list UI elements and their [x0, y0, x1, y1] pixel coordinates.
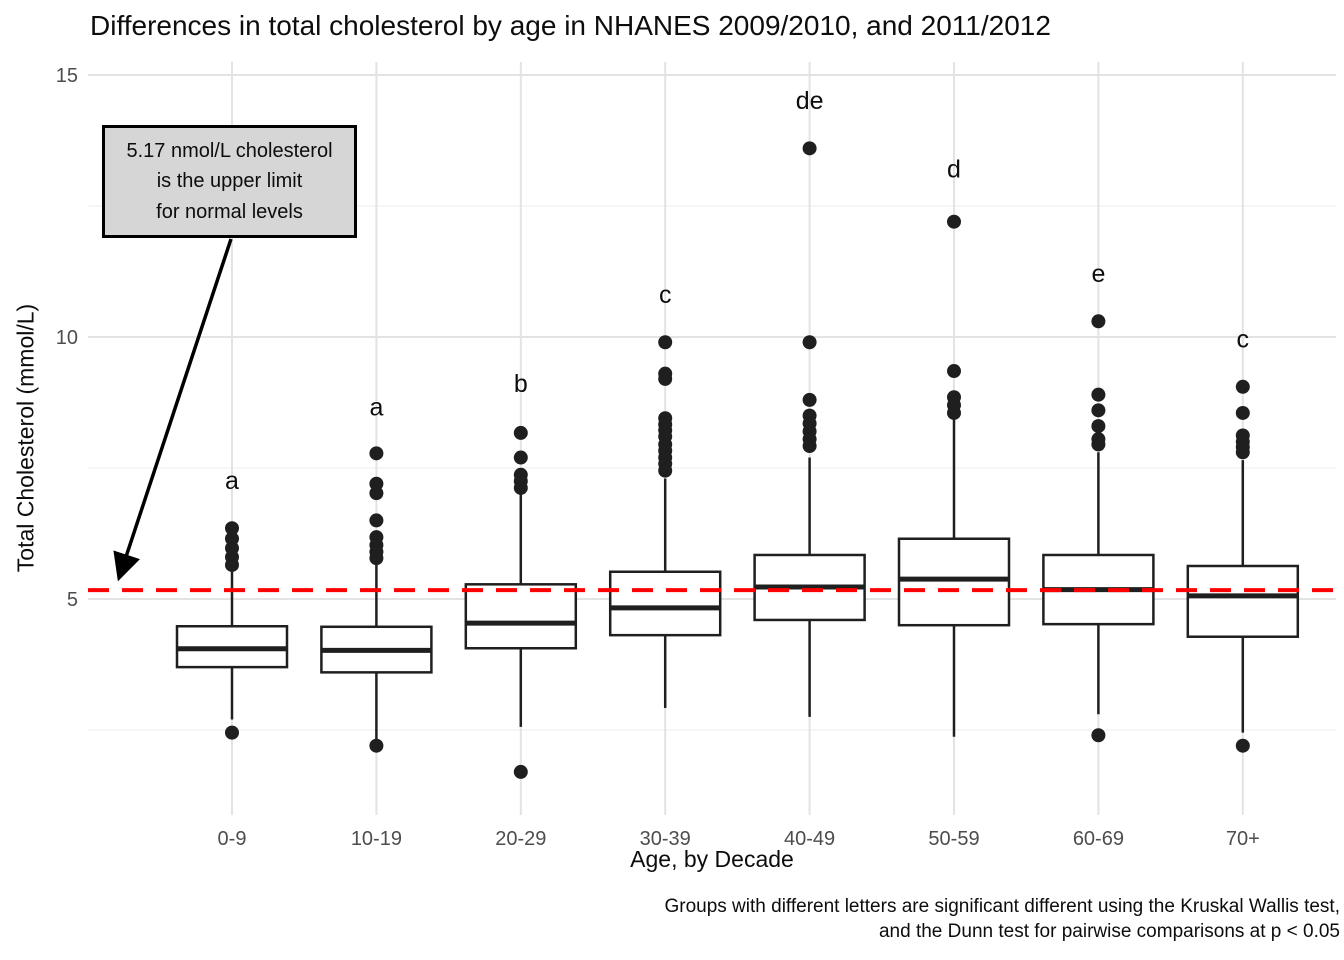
- outlier-dot-10-19: [369, 486, 384, 501]
- outlier-dot-60-69: [1091, 403, 1106, 418]
- outlier-dot-40-49: [802, 392, 817, 407]
- annotation-line-1: 5.17 nmol/L cholesterol: [126, 139, 333, 162]
- significance-letter-70+: c: [1237, 326, 1250, 354]
- outlier-dot-70+: [1235, 379, 1250, 394]
- significance-letter-60-69: e: [1091, 260, 1105, 288]
- outlier-dot-40-49: [802, 438, 817, 453]
- outlier-dot-60-69: [1091, 419, 1106, 434]
- x-tick-label: 30-39: [640, 828, 691, 850]
- annotation-arrow: [113, 238, 233, 582]
- outlier-dot-30-39: [658, 463, 673, 478]
- outlier-dot-20-29: [513, 450, 528, 465]
- outlier-dot-40-49: [802, 335, 817, 350]
- y-tick-label: 10: [56, 327, 78, 349]
- outlier-dot-20-29: [513, 425, 528, 440]
- significance-letter-10-19: a: [369, 394, 383, 422]
- outlier-dot-60-69: [1091, 437, 1106, 452]
- significance-letter-40-49: de: [796, 87, 824, 115]
- x-tick-label: 50-59: [928, 828, 979, 850]
- outlier-dot-70+: [1235, 405, 1250, 420]
- chart-title: Differences in total cholesterol by age …: [90, 10, 1051, 41]
- significance-letter-0-9: a: [225, 467, 239, 495]
- outlier-dot-30-39: [658, 371, 673, 386]
- caption-line-2: and the Dunn test for pairwise compariso…: [878, 921, 1340, 943]
- x-tick-label: 40-49: [784, 828, 835, 850]
- outlier-dot-50-59: [947, 405, 961, 420]
- box-20-29: [464, 583, 578, 650]
- box-30-39: [608, 570, 722, 637]
- outlier-dot-10-19: [369, 738, 384, 753]
- outlier-dot-50-59: [947, 364, 961, 379]
- outlier-dot-60-69: [1091, 314, 1106, 329]
- outlier-dot-20-29: [513, 480, 528, 495]
- outlier-dot-60-69: [1091, 728, 1106, 743]
- x-tick-label: 60-69: [1073, 828, 1124, 850]
- y-tick-label: 5: [67, 589, 78, 611]
- outlier-dot-70+: [1235, 738, 1250, 753]
- significance-letter-30-39: c: [659, 281, 672, 309]
- x-tick-label: 20-29: [495, 828, 546, 850]
- outlier-dot-20-29: [513, 764, 528, 779]
- significance-letter-20-29: b: [514, 370, 528, 398]
- caption-line-1: Groups with different letters are signif…: [664, 896, 1340, 917]
- outlier-dot-0-9: [225, 521, 239, 536]
- outlier-dot-10-19: [369, 446, 384, 461]
- outlier-dot-40-49: [802, 141, 817, 156]
- significance-letter-50-59: d: [947, 155, 961, 183]
- outlier-dot-50-59: [947, 214, 961, 229]
- x-axis-title: Age, by Decade: [630, 846, 794, 872]
- outlier-dot-30-39: [658, 335, 673, 350]
- x-tick-label: 0-9: [218, 828, 247, 850]
- outlier-dot-60-69: [1091, 387, 1106, 402]
- outlier-dot-70+: [1235, 445, 1250, 460]
- outlier-dot-0-9: [225, 557, 239, 572]
- outlier-dot-10-19: [369, 513, 384, 528]
- y-tick-label: 15: [56, 65, 78, 87]
- box-50-59: [897, 537, 1011, 627]
- y-axis-title: Total Cholesterol (mmol/L): [12, 303, 39, 573]
- chart-caption: Groups with different letters are signif…: [664, 894, 1340, 944]
- annotation-line-2: is the upper limit: [156, 170, 303, 193]
- x-tick-label: 10-19: [351, 828, 402, 850]
- annotation-box: 5.17 nmol/L cholesterol is the upper lim…: [102, 125, 357, 238]
- outlier-dot-10-19: [369, 551, 384, 566]
- box-70+: [1186, 564, 1300, 638]
- x-tick-label: 70+: [1226, 828, 1260, 850]
- annotation-line-3: for normal levels: [156, 200, 303, 223]
- outlier-dot-0-9: [225, 725, 239, 740]
